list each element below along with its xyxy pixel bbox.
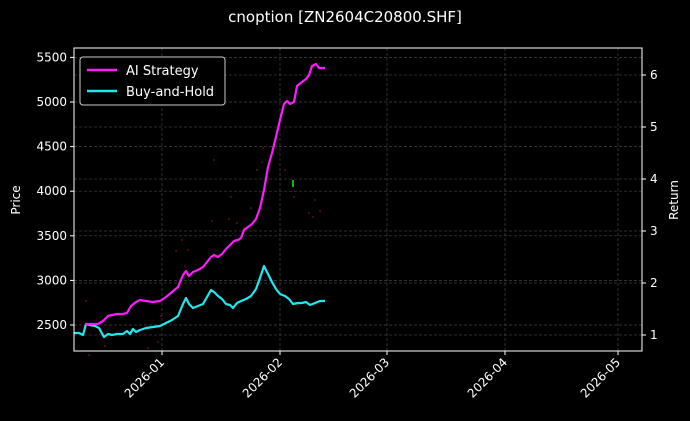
y-tick-label-left: 5000 — [36, 95, 67, 109]
y-axis-label-left: Price — [9, 185, 23, 214]
scatter-dot — [175, 250, 177, 252]
y-tick-label-left: 3000 — [36, 273, 67, 287]
x-tick-label: 2026-02 — [240, 355, 285, 400]
scatter-dot — [88, 354, 90, 356]
x-tick-label: 2026-01 — [122, 355, 167, 400]
scatter-dot — [184, 265, 186, 267]
x-tick-label: 2026-04 — [465, 355, 510, 400]
scatter-dot — [293, 196, 295, 198]
chart-title: cnoption [ZN2604C20800.SHF] — [228, 8, 462, 26]
scatter-dot — [160, 315, 162, 317]
series-lines — [74, 62, 325, 339]
x-axis: 2026-01 2026-02 2026-03 2026-04 2026-05 — [122, 351, 623, 401]
scatter-dot — [211, 220, 213, 222]
legend-label-ai-strategy: AI Strategy — [126, 64, 199, 79]
x-tick-label: 2026-03 — [347, 355, 392, 400]
series-line-buy-and-hold — [74, 264, 325, 339]
y-tick-label-right: 2 — [650, 276, 658, 290]
plot-frame — [73, 47, 643, 352]
right-y-axis: 1 2 3 4 5 6 — [642, 68, 658, 342]
scatter-dot — [262, 147, 264, 149]
y-tick-label-left: 4500 — [36, 140, 67, 154]
y-tick-label-right: 6 — [650, 68, 658, 82]
scatter-dot — [147, 347, 149, 349]
x-tick-label: 2026-05 — [578, 355, 623, 400]
y-axis-label-right: Return — [667, 180, 681, 220]
y-tick-label-right: 1 — [650, 328, 658, 342]
scatter-dot — [228, 218, 230, 220]
y-tick-label-right: 4 — [650, 172, 658, 186]
scatter-dot — [213, 159, 215, 161]
scatter-dot — [312, 216, 314, 218]
series-line-ai-strategy — [85, 62, 325, 326]
scatter-dot — [319, 210, 321, 212]
y-tick-label-right: 3 — [650, 224, 658, 238]
scatter-dot — [308, 212, 310, 214]
scatter-dots — [85, 147, 321, 356]
scatter-dot — [230, 196, 232, 198]
scatter-dot — [261, 161, 263, 163]
y-tick-label-left: 5500 — [36, 50, 67, 64]
scatter-dot — [256, 169, 258, 171]
scatter-dot — [187, 249, 189, 251]
scatter-dot — [250, 207, 252, 209]
legend-label-buy-and-hold: Buy-and-Hold — [126, 85, 214, 100]
y-tick-label-left: 4000 — [36, 184, 67, 198]
scatter-dot — [236, 222, 238, 224]
scatter-dot — [181, 239, 183, 241]
scatter-dot — [85, 300, 87, 302]
scatter-dot — [284, 169, 286, 171]
y-tick-label-left: 2500 — [36, 318, 67, 332]
y-tick-label-right: 5 — [650, 120, 658, 134]
scatter-dot — [157, 341, 159, 343]
scatter-dot — [314, 199, 316, 201]
y-tick-label-left: 3500 — [36, 229, 67, 243]
legend: AI Strategy Buy-and-Hold — [79, 56, 226, 106]
scatter-dot — [104, 345, 106, 347]
left-y-axis: 2500 3000 3500 4000 4500 5000 5500 — [36, 50, 74, 332]
